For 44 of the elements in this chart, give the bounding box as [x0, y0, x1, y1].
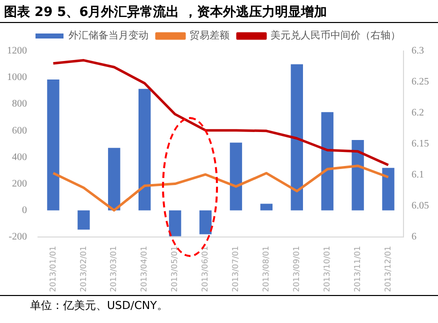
bar	[321, 112, 334, 210]
bar	[230, 142, 242, 210]
bar	[382, 168, 394, 210]
y-tick-label: -200	[8, 232, 27, 243]
bar	[168, 210, 182, 236]
legend-label: 贸易差额	[190, 30, 230, 42]
x-tick-label: 2013/05/01	[170, 246, 180, 292]
text: 单位：亿美元、USD/CNY。	[30, 299, 168, 312]
bar	[108, 148, 120, 210]
chart-title: 图表 29 5、6月外汇异常流出 ，资本外逃压力明显增加	[0, 0, 438, 23]
y2-tick-label: 6.25	[412, 76, 429, 88]
y2-tick-label: 6	[412, 232, 416, 243]
bar	[260, 204, 273, 210]
x-tick-label: 2013/10/01	[322, 246, 332, 292]
y-tick-label: 800	[12, 98, 27, 110]
y-tick-label: 1200	[7, 46, 27, 57]
y-tick-label: 200	[12, 178, 27, 190]
y2-tick-label: 6.3	[412, 46, 424, 57]
y2-tick-label: 6.05	[412, 200, 429, 212]
bar	[78, 210, 90, 230]
y-tick-label: 1000	[7, 72, 27, 84]
bar	[352, 140, 364, 210]
legend-label: 美元兑人民币中间价（右轴）	[270, 30, 400, 42]
x-tick-label: 2013/09/01	[292, 246, 301, 292]
bar	[138, 88, 151, 210]
x-tick-label: 2013/03/01	[109, 246, 118, 292]
y2-tick-label: 6.15	[412, 138, 429, 150]
x-tick-label: 2013/12/01	[383, 246, 392, 292]
x-tick-label: 2013/07/01	[231, 246, 240, 292]
x-tick-label: 2013/02/01	[78, 246, 88, 292]
y2-tick-label: 6.1	[412, 170, 424, 181]
x-tick-label: 2013/01/01	[48, 246, 58, 292]
y-tick-label: 400	[12, 152, 27, 163]
y-tick-label: 0	[22, 204, 27, 216]
bar	[47, 80, 60, 210]
x-tick-label: 2013/04/01	[140, 246, 149, 292]
y2-tick-label: 6.2	[412, 108, 424, 119]
legend-label: 外汇储备当月变动	[68, 30, 148, 42]
x-tick-label: 2013/11/01	[352, 246, 362, 292]
bar	[290, 64, 303, 210]
x-tick-label: 2013/08/01	[262, 246, 271, 292]
x-tick-label: 2013/06/01	[200, 246, 210, 292]
bar	[199, 210, 212, 234]
y-tick-label: 600	[12, 125, 27, 136]
